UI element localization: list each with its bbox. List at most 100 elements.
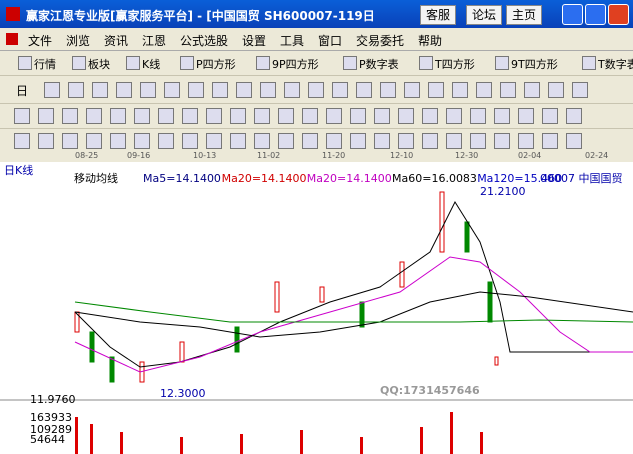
- candle: [109, 356, 115, 383]
- toolbar-icon[interactable]: [398, 133, 414, 149]
- toolbar-icon[interactable]: [164, 82, 180, 98]
- toolbar-button[interactable]: P数字表: [359, 58, 399, 71]
- toolbar-icon[interactable]: [230, 133, 246, 149]
- toolbar-icon[interactable]: [500, 82, 516, 98]
- toolbar-icon[interactable]: [206, 108, 222, 124]
- toolbar-icon[interactable]: [38, 108, 54, 124]
- toolbar-icon[interactable]: [140, 82, 156, 98]
- toolbar-icon[interactable]: [542, 133, 558, 149]
- toolbar-icon[interactable]: [566, 108, 582, 124]
- toolbar-icon[interactable]: [134, 108, 150, 124]
- menu-item[interactable]: 公式选股: [180, 34, 229, 48]
- toolbar-icon[interactable]: [374, 133, 390, 149]
- toolbar-icon[interactable]: [518, 133, 534, 149]
- toolbar-icon[interactable]: [254, 108, 270, 124]
- toolbar-icon[interactable]: [350, 108, 366, 124]
- toolbar-icon[interactable]: [380, 82, 396, 98]
- header-button[interactable]: 论坛: [466, 5, 503, 25]
- toolbar-icon[interactable]: [566, 133, 582, 149]
- toolbar-icon[interactable]: [446, 133, 462, 149]
- period-selector[interactable]: 日: [16, 84, 29, 98]
- toolbar-icon[interactable]: [44, 82, 60, 98]
- toolbar-button[interactable]: 行情: [34, 58, 56, 71]
- minimize-button[interactable]: [562, 4, 583, 25]
- menu-item[interactable]: 交易委托: [356, 34, 405, 48]
- toolbar-icon[interactable]: [134, 133, 150, 149]
- toolbar-icon[interactable]: [428, 82, 444, 98]
- toolbar-icon[interactable]: [236, 82, 252, 98]
- toolbar-button[interactable]: P四方形: [196, 58, 236, 71]
- toolbar-icon[interactable]: [470, 133, 486, 149]
- menu-item[interactable]: 文件: [28, 34, 53, 48]
- toolbar-icon[interactable]: [494, 108, 510, 124]
- toolbar-icon[interactable]: [572, 82, 588, 98]
- menu-item[interactable]: 窗口: [318, 34, 343, 48]
- header-button[interactable]: 客服: [420, 5, 457, 25]
- toolbar-icon[interactable]: [230, 108, 246, 124]
- close-button[interactable]: [608, 4, 629, 25]
- toolbar-icon[interactable]: [542, 108, 558, 124]
- toolbar-icon[interactable]: [86, 133, 102, 149]
- toolbar-icon[interactable]: [332, 82, 348, 98]
- toolbar-button[interactable]: K线: [142, 58, 161, 71]
- toolbar-icon[interactable]: [110, 108, 126, 124]
- toolbar-button[interactable]: T数字表: [598, 58, 633, 71]
- menu-item[interactable]: 浏览: [66, 34, 91, 48]
- toolbar-button[interactable]: 9T四方形: [511, 58, 558, 71]
- toolbar-icon[interactable]: [524, 82, 540, 98]
- toolbar-icon[interactable]: [326, 108, 342, 124]
- menu-item[interactable]: 设置: [242, 34, 267, 48]
- toolbar-icon[interactable]: [302, 133, 318, 149]
- toolbar-icon[interactable]: [326, 133, 342, 149]
- menu-item[interactable]: 江恩: [142, 34, 167, 48]
- toolbar-icon[interactable]: [86, 108, 102, 124]
- toolbar-icon[interactable]: [278, 133, 294, 149]
- toolbar-icon[interactable]: [404, 82, 420, 98]
- toolbar-icon[interactable]: [158, 133, 174, 149]
- volume-bars: [75, 412, 483, 454]
- menu-item[interactable]: 资讯: [104, 34, 129, 48]
- toolbar-icon[interactable]: [14, 108, 30, 124]
- toolbar-icon[interactable]: [116, 82, 132, 98]
- toolbar-icon[interactable]: [254, 133, 270, 149]
- toolbar-icon[interactable]: [206, 133, 222, 149]
- toolbar-button[interactable]: 9P四方形: [272, 58, 319, 71]
- low-label: 12.3000: [160, 387, 206, 400]
- toolbar-icon[interactable]: [422, 108, 438, 124]
- toolbar-icon[interactable]: [110, 133, 126, 149]
- toolbar-icon[interactable]: [62, 108, 78, 124]
- toolbar-icon[interactable]: [68, 82, 84, 98]
- toolbar-button[interactable]: T四方形: [435, 58, 475, 71]
- toolbar-icon[interactable]: [548, 82, 564, 98]
- toolbar-icon[interactable]: [476, 82, 492, 98]
- toolbar-icon[interactable]: [38, 133, 54, 149]
- toolbar-icon[interactable]: [470, 108, 486, 124]
- toolbar-icon[interactable]: [452, 82, 468, 98]
- toolbar-button[interactable]: 板块: [88, 58, 110, 71]
- maximize-button[interactable]: [585, 4, 606, 25]
- toolbar-icon[interactable]: [62, 133, 78, 149]
- toolbar-icon[interactable]: [284, 82, 300, 98]
- toolbar-icon[interactable]: [422, 133, 438, 149]
- toolbar-icon[interactable]: [158, 108, 174, 124]
- toolbar-icon[interactable]: [212, 82, 228, 98]
- toolbar-icon[interactable]: [92, 82, 108, 98]
- menu-item[interactable]: 工具: [280, 34, 305, 48]
- toolbar-icon[interactable]: [188, 82, 204, 98]
- toolbar-icon[interactable]: [260, 82, 276, 98]
- toolbar-icon[interactable]: [518, 108, 534, 124]
- toolbar-icon[interactable]: [398, 108, 414, 124]
- toolbar-icon[interactable]: [182, 108, 198, 124]
- toolbar-icon[interactable]: [446, 108, 462, 124]
- toolbar-icon[interactable]: [308, 82, 324, 98]
- toolbar-icon[interactable]: [356, 82, 372, 98]
- toolbar-icon[interactable]: [278, 108, 294, 124]
- toolbar-icon[interactable]: [182, 133, 198, 149]
- menu-item[interactable]: 帮助: [418, 34, 443, 48]
- toolbar-icon[interactable]: [14, 133, 30, 149]
- toolbar-icon[interactable]: [302, 108, 318, 124]
- toolbar-icon[interactable]: [494, 133, 510, 149]
- header-button[interactable]: 主页: [506, 5, 543, 25]
- toolbar-icon[interactable]: [374, 108, 390, 124]
- toolbar-icon[interactable]: [350, 133, 366, 149]
